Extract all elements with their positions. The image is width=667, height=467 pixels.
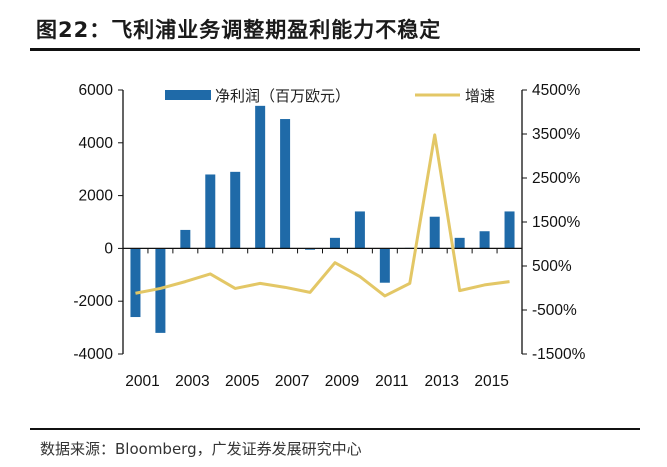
bar-2007: [280, 119, 291, 249]
x-tick-label: 2015: [474, 373, 508, 390]
bar-2016: [504, 211, 515, 249]
bar-2013: [429, 216, 440, 249]
bar-2015: [479, 231, 490, 249]
right-axis-tick-label: 2500%: [532, 170, 580, 187]
right-axis-tick-label: -1500%: [532, 346, 586, 363]
x-tick-label: 2005: [225, 373, 259, 390]
x-tick-label: 2011: [375, 373, 408, 390]
bar-2002: [155, 248, 166, 333]
x-tick-label: 2003: [175, 373, 209, 390]
top-divider: [30, 48, 640, 51]
bar-2004: [205, 174, 216, 249]
left-axis-tick-label: 6000: [79, 82, 114, 99]
bar-2014: [454, 237, 465, 249]
bar-2003: [180, 229, 191, 249]
left-axis-tick-label: 4000: [79, 135, 114, 152]
bottom-divider: [30, 428, 640, 430]
left-axis-tick-label: -2000: [73, 293, 113, 310]
bar-2001: [130, 248, 141, 318]
left-axis-tick-label: 2000: [79, 188, 114, 205]
x-tick-label: 2001: [125, 373, 159, 390]
right-axis-tick-label: 3500%: [532, 126, 580, 143]
legend-net-profit: 净利润（百万欧元）: [215, 87, 350, 105]
right-axis-tick-label: -500%: [532, 302, 577, 319]
bar-2011: [379, 248, 390, 283]
bar-2006: [255, 105, 266, 249]
figure-title: 图22：飞利浦业务调整期盈利能力不稳定: [36, 18, 442, 42]
right-axis-tick-label: 500%: [532, 258, 572, 275]
legend-growth: 增速: [465, 87, 495, 105]
source-note: 数据来源：Bloomberg，广发证券发展研究中心: [40, 440, 362, 458]
legend-bar-swatch: [165, 90, 211, 100]
x-tick-label: 2007: [275, 373, 309, 390]
bar-2009: [329, 237, 340, 249]
bar-2005: [230, 171, 241, 249]
x-tick-label: 2009: [325, 373, 359, 390]
bar-2008: [305, 248, 316, 250]
bar-2010: [354, 211, 365, 249]
right-axis-tick-label: 1500%: [532, 214, 580, 231]
x-tick-label: 2013: [424, 373, 458, 390]
growth-line: [135, 133, 510, 298]
left-axis-tick-label: -4000: [73, 346, 113, 363]
left-axis-tick-label: 0: [104, 240, 113, 257]
right-axis-tick-label: 4500%: [532, 82, 580, 99]
